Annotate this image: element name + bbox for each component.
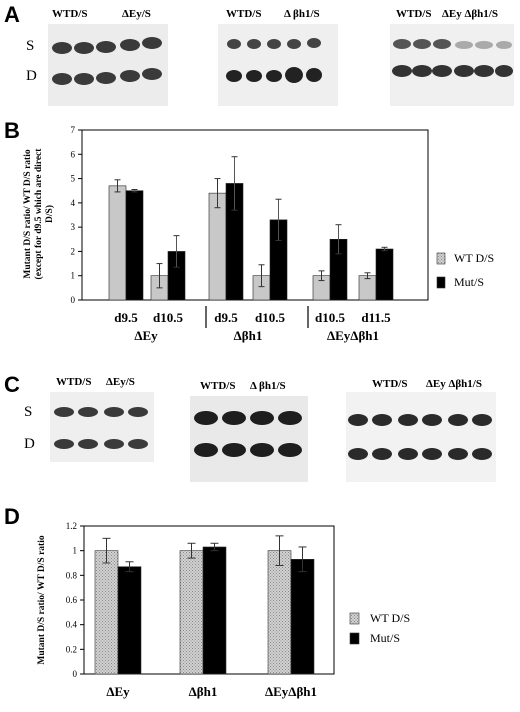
legend-swatch bbox=[349, 612, 360, 625]
group-label: ΔEyΔβh1 bbox=[327, 328, 379, 343]
x-tick-label: Δβh1 bbox=[189, 684, 218, 699]
bar bbox=[290, 558, 315, 675]
y-tick-label: 0 bbox=[73, 669, 78, 679]
panel-label-c: C bbox=[4, 372, 20, 397]
bar bbox=[108, 185, 127, 301]
row-label-s: S bbox=[24, 404, 33, 420]
bar bbox=[267, 550, 292, 675]
blot-label: ΔEy/S bbox=[122, 8, 151, 20]
x-tick-label: d11.5 bbox=[361, 310, 391, 325]
blot-label: WTD/S bbox=[52, 8, 88, 20]
y-tick-label: 3 bbox=[71, 222, 76, 232]
bar bbox=[358, 275, 377, 301]
legend-label: WT D/S bbox=[370, 611, 410, 625]
y-tick-label: 1 bbox=[73, 546, 78, 556]
y-tick-label: 0.2 bbox=[66, 644, 77, 654]
x-tick-label: d9.5 bbox=[214, 310, 238, 325]
bar bbox=[94, 550, 119, 675]
western-blot-image bbox=[50, 392, 154, 462]
blot-label: WTD/S bbox=[372, 378, 408, 390]
y-axis-label: Mutant D/S ratio/ WT D/S ratio bbox=[37, 535, 47, 664]
y-tick-label: 1 bbox=[71, 271, 76, 281]
x-tick-label: ΔEyΔβh1 bbox=[265, 684, 317, 699]
blot-label: Δ βh1/S bbox=[250, 380, 286, 392]
blot-label: WTD/S bbox=[56, 376, 92, 388]
western-blot-image bbox=[218, 24, 338, 106]
bar bbox=[375, 248, 394, 301]
legend-label: Mut/S bbox=[370, 631, 400, 645]
legend-label: WT D/S bbox=[454, 251, 494, 265]
blot-label: ΔEy Δβh1/S bbox=[426, 378, 482, 390]
bar bbox=[117, 566, 142, 675]
y-tick-label: 6 bbox=[71, 149, 76, 159]
blot-label: WTD/S bbox=[396, 8, 432, 20]
legend-swatch bbox=[349, 632, 360, 645]
y-tick-label: 2 bbox=[71, 246, 76, 256]
blot-label: Δ βh1/S bbox=[284, 8, 320, 20]
group-label: ΔEy bbox=[134, 328, 158, 343]
x-tick-label: d10.5 bbox=[153, 310, 183, 325]
y-tick-label: 1.2 bbox=[66, 521, 77, 531]
western-blot-image bbox=[48, 24, 168, 106]
blot-label: WTD/S bbox=[200, 380, 236, 392]
y-tick-label: 0.4 bbox=[66, 620, 78, 630]
panel-label-d: D bbox=[4, 504, 20, 529]
group-label: Δβh1 bbox=[234, 328, 263, 343]
row-label-s: S bbox=[26, 38, 35, 54]
bar bbox=[179, 550, 204, 675]
panel-label-a: A bbox=[4, 2, 20, 27]
blot-label: ΔEy Δβh1/S bbox=[442, 8, 498, 20]
row-label-d: D bbox=[26, 68, 37, 84]
x-tick-label: d9.5 bbox=[114, 310, 138, 325]
legend-label: Mut/S bbox=[454, 275, 484, 289]
blot-label: WTD/S bbox=[226, 8, 262, 20]
y-tick-label: 0 bbox=[71, 295, 76, 305]
legend-swatch bbox=[436, 252, 446, 265]
y-tick-label: 0.8 bbox=[66, 570, 78, 580]
row-label-d: D bbox=[24, 436, 35, 452]
bar bbox=[125, 190, 144, 301]
y-axis-label: Mutant D/S ratio/ WT D/S ratio(except fo… bbox=[23, 148, 55, 280]
y-tick-label: 7 bbox=[71, 125, 76, 135]
y-tick-label: 4 bbox=[71, 198, 76, 208]
western-blot-image bbox=[390, 24, 514, 106]
x-tick-label: d10.5 bbox=[315, 310, 345, 325]
x-tick-label: d10.5 bbox=[255, 310, 285, 325]
western-blot-image bbox=[190, 396, 308, 482]
western-blot-image bbox=[346, 392, 496, 482]
panel-label-b: B bbox=[4, 118, 20, 143]
legend-swatch bbox=[436, 276, 446, 289]
x-tick-label: ΔEy bbox=[106, 684, 130, 699]
bar bbox=[202, 546, 227, 675]
blot-label: ΔEy/S bbox=[106, 376, 135, 388]
y-tick-label: 0.6 bbox=[66, 595, 78, 605]
bar bbox=[208, 192, 227, 301]
y-tick-label: 5 bbox=[71, 174, 76, 184]
